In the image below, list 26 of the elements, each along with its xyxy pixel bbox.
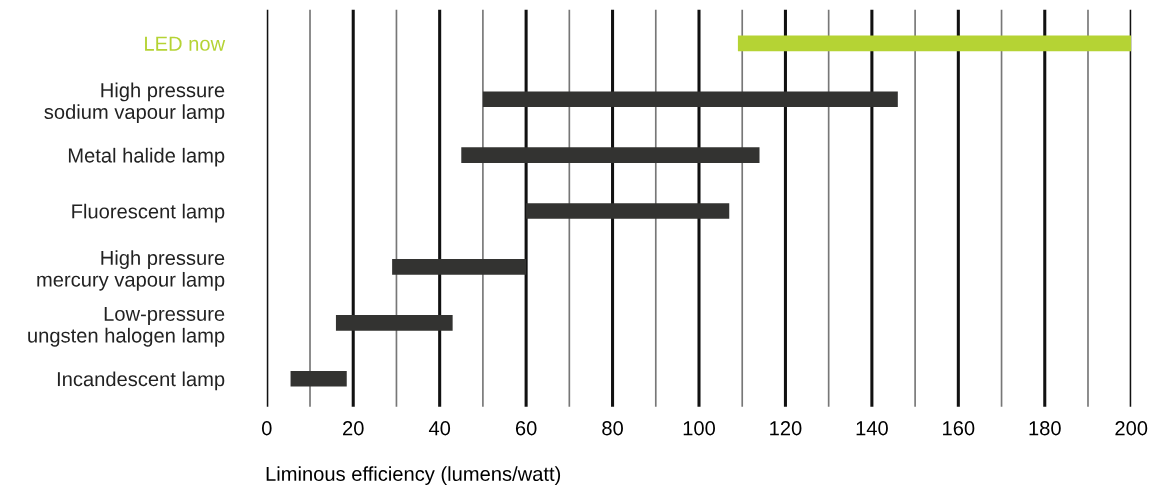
x-tick-label: 120 (770, 421, 802, 436)
bar (335, 315, 453, 331)
bar (737, 35, 1132, 52)
bar (482, 91, 898, 108)
y-tick-label: Low-pressure ungsten halogen lamp (28, 306, 225, 347)
y-tick-label: LED now (145, 36, 226, 51)
x-tick-label: 160 (943, 421, 975, 436)
bar (392, 259, 527, 275)
x-tick-label: 100 (683, 421, 716, 436)
x-tick-label: 180 (1029, 421, 1061, 436)
x-tick-label: 200 (1115, 421, 1148, 436)
x-tick-label: 80 (602, 421, 623, 436)
x-tick-label: 60 (515, 421, 537, 436)
y-tick-label: Incandescent lamp (57, 371, 225, 391)
y-tick-label: Metal halide lamp (68, 147, 225, 167)
y-tick-label: Fluorescent lamp (72, 203, 225, 223)
x-tick-label: 0 (261, 421, 272, 436)
x-tick-label: 40 (428, 421, 451, 436)
x-axis-title: Liminous efficiency (lumens/watt) (266, 466, 561, 486)
y-tick-label: High pressure mercury vapour lamp (37, 250, 225, 291)
bar (526, 203, 730, 219)
y-tick-label: High pressure sodium vapour lamp (44, 82, 225, 124)
bar (290, 370, 347, 387)
bar (461, 147, 760, 163)
x-tick-label: 20 (343, 421, 364, 436)
x-tick-label: 140 (856, 421, 888, 436)
